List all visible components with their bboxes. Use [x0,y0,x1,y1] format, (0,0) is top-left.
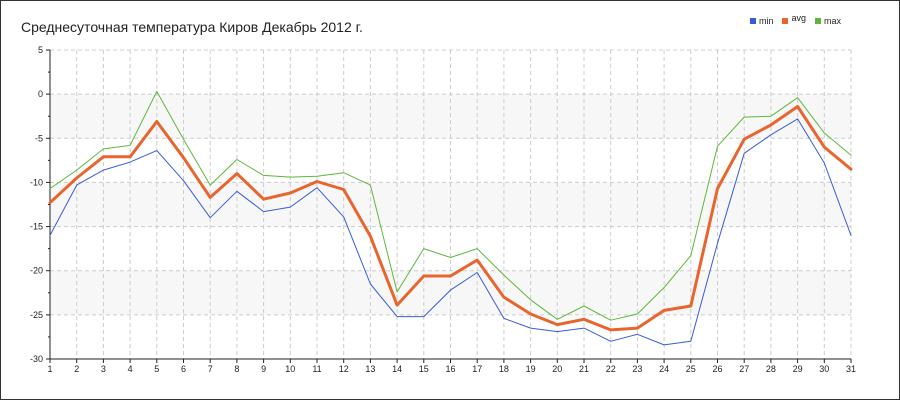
legend-label-avg: avg [791,13,806,23]
x-tick-label: 16 [445,364,455,374]
x-tick-label: 23 [632,364,642,374]
x-tick-label: 25 [686,364,696,374]
legend-item-avg: avg [782,13,806,26]
series-line-max [49,91,852,321]
x-tick-label: 29 [793,364,803,374]
legend-label-min: min [758,16,774,26]
x-tick-label: 21 [579,364,589,374]
x-tick-label: 22 [606,364,616,374]
legend-swatch-min [749,18,756,24]
x-tick-label: 1 [47,364,52,374]
y-tick-label: -5 [35,133,43,143]
grid-band [50,270,851,315]
x-tick-label: 13 [365,364,375,374]
legend-item-min: min [749,16,774,26]
legend-swatch-max [814,18,821,24]
x-tick-label: 10 [285,364,295,374]
chart-title: Среднесуточная температура Киров Декабрь… [21,19,363,35]
x-tick-label: 26 [712,364,722,374]
series-line-min [49,118,852,346]
x-tick-label: 4 [128,364,133,374]
x-tick-label: 2 [74,364,79,374]
x-tick-label: 7 [208,364,213,374]
x-tick-label: 28 [766,364,776,374]
x-tick-label: 19 [526,364,536,374]
y-tick-label: 5 [38,45,43,55]
y-tick-label: -20 [30,266,43,276]
x-tick-label: 24 [659,364,669,374]
x-tick-label: 18 [499,364,509,374]
x-tick-label: 5 [154,364,159,374]
x-tick-label: 17 [472,364,482,374]
x-tick-label: 8 [234,364,239,374]
x-tick-label: 6 [181,364,186,374]
y-tick-label: -15 [30,222,43,232]
legend-label-max: max [823,16,841,26]
legend-swatch-avg [782,18,789,24]
series-line-avg [48,105,853,332]
x-tick-label: 9 [261,364,266,374]
x-tick-label: 14 [392,364,402,374]
x-tick-label: 27 [739,364,749,374]
y-tick-label: 0 [38,89,43,99]
x-tick-label: 15 [419,364,429,374]
y-tick-label: -25 [30,310,43,320]
x-tick-label: 30 [819,364,829,374]
x-tick-label: 3 [101,364,106,374]
x-tick-label: 31 [846,364,856,374]
chart-legend: min avg max [749,13,841,26]
x-tick-label: 20 [552,364,562,374]
x-tick-label: 12 [339,364,349,374]
y-tick-label: -10 [30,177,43,187]
legend-item-max: max [814,16,841,26]
x-tick-label: 11 [312,364,321,374]
y-tick-label: -30 [30,354,43,364]
